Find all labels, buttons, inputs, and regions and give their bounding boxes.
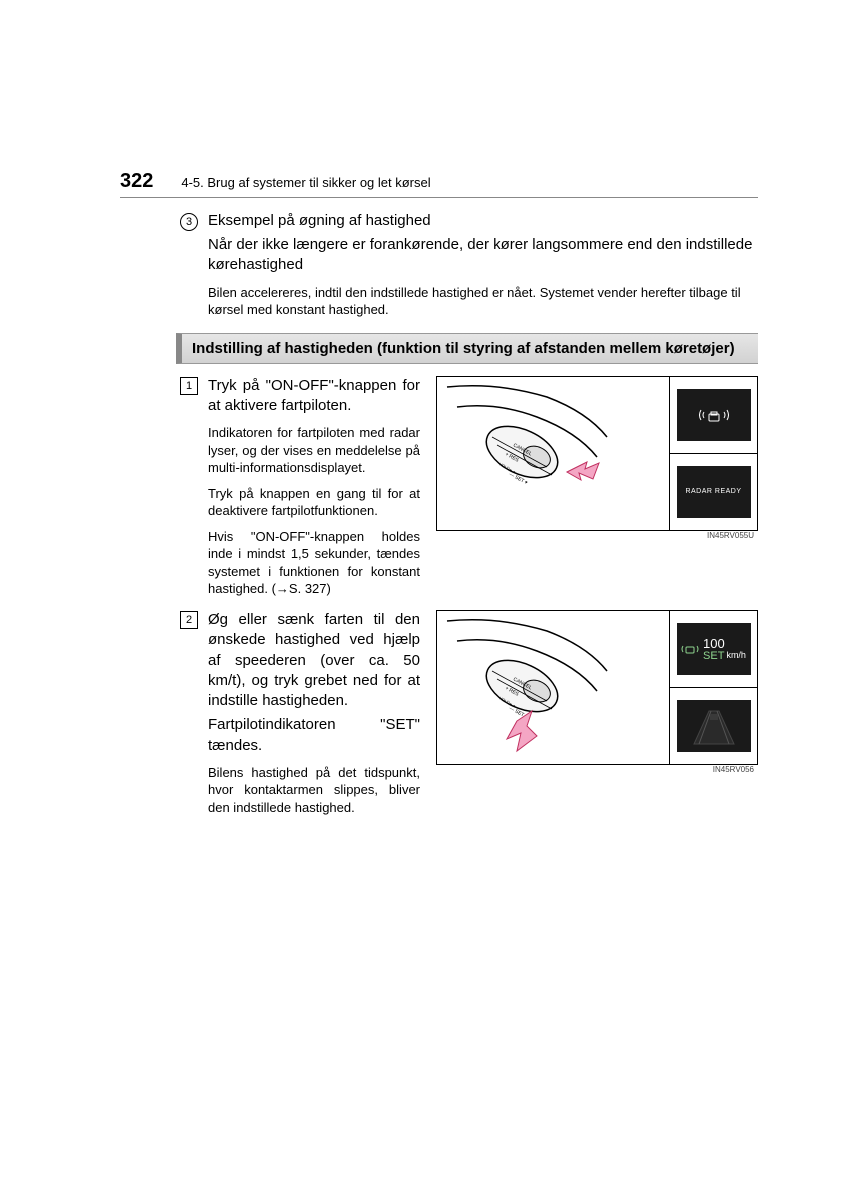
radar-icon-panel [677,389,751,441]
page: 322 4-5. Brug af systemer til sikker og … [0,0,848,816]
step-1-dash: RADAR READY [669,377,757,530]
step-2-dash: 100 SET km/h [669,611,757,764]
step-1-lead: Tryk på "ON-OFF"-knappen for at aktivere… [208,376,420,417]
car-set-icon [681,641,699,657]
step-2-p2: Bilens hastighed på det tidspunkt, hvor … [208,764,420,817]
step-1-diagram: CANCEL + RES HOLD ▸ ◂ — SET ▾ [436,376,758,531]
lane-icon [684,706,744,746]
step-1-diagram-col: CANCEL + RES HOLD ▸ ◂ — SET ▾ [436,376,758,598]
item-3-note: Bilen accelereres, indtil den indstilled… [208,284,758,319]
step-2-marker-row: 2 Øg eller sænk farten til den ønskede h… [180,610,420,711]
item-3-sub: Når der ikke længere er forankørende, de… [208,235,758,276]
step-2-diagram-col: CANCEL + RES HOLD ▸ ◂ — SET ▾ [436,610,758,816]
step-1-dash-bottom: RADAR READY [670,454,757,530]
step-1-p3: Hvis "ON-OFF"-knappen holdes inde i mind… [208,528,420,598]
page-header: 322 4-5. Brug af systemer til sikker og … [120,170,758,198]
page-number: 322 [120,170,153,193]
set-label: SET [703,650,724,662]
step-2-dash-top: 100 SET km/h [670,611,757,688]
step-2-lead: Øg eller sænk farten til den ønskede has… [208,610,420,711]
speed-value: 100 [703,637,746,650]
step-2-text: 2 Øg eller sænk farten til den ønskede h… [180,610,420,816]
step-1-p2: Tryk på knappen en gang til for at deakt… [208,485,420,520]
chapter-title: 4-5. Brug af systemer til sikker og let … [181,175,430,190]
step-2-diagram: CANCEL + RES HOLD ▸ ◂ — SET ▾ [436,610,758,765]
step-1-text: 1 Tryk på "ON-OFF"-knappen for at aktive… [180,376,420,598]
radar-ready-text: RADAR READY [685,488,741,495]
step-1-marker-row: 1 Tryk på "ON-OFF"-knappen for at aktive… [180,376,420,417]
box-marker-2: 2 [180,611,198,629]
stalk-illustration-1: CANCEL + RES HOLD ▸ ◂ — SET ▾ [437,377,669,530]
step-2: 2 Øg eller sænk farten til den ønskede h… [180,610,758,816]
step-1: 1 Tryk på "ON-OFF"-knappen for at aktive… [180,376,758,598]
step-1-p1: Indikatoren for fartpiloten med radar ly… [208,424,420,477]
step-1-caption: IN45RV055U [436,531,758,540]
lane-panel [677,700,751,752]
radar-ready-panel: RADAR READY [677,466,751,518]
step-2-dash-bottom [670,688,757,764]
set-speed-panel: 100 SET km/h [677,623,751,675]
stalk-svg-2: CANCEL + RES HOLD ▸ ◂ — SET ▾ [437,611,617,764]
step-2-p1: Fartpilotindikatoren "SET" tændes. [208,715,420,756]
content: 3 Eksempel på øgning af hastighed Når de… [120,212,758,816]
item-3-title: Eksempel på øgning af hastighed [208,212,431,231]
stalk-illustration-2: CANCEL + RES HOLD ▸ ◂ — SET ▾ [437,611,669,764]
item-3-row: 3 Eksempel på øgning af hastighed [180,212,758,231]
section-heading: Indstilling af hastigheden (funktion til… [176,333,758,364]
circle-marker-3: 3 [180,213,198,231]
stalk-svg-1: CANCEL + RES HOLD ▸ ◂ — SET ▾ [437,377,617,530]
step-1-dash-top [670,377,757,454]
box-marker-1: 1 [180,377,198,395]
unit-label: km/h [726,650,746,662]
car-radar-icon [699,404,729,426]
step-2-caption: IN45RV056 [436,765,758,774]
